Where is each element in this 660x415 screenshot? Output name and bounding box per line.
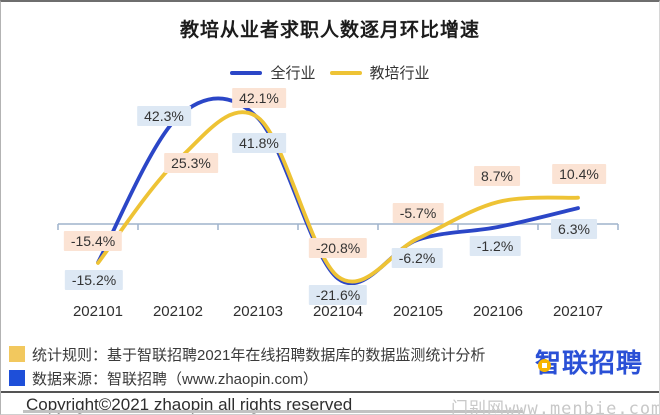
data-label-教培行业-202103: 42.1% xyxy=(232,88,286,108)
zhaopin-logo: 智联招聘 xyxy=(535,343,643,379)
copyright-text: Copyright©2021 zhaopin all rights reserv… xyxy=(26,395,353,414)
data-label-教培行业-202104: -20.8% xyxy=(308,238,368,258)
data-label-教培行业-202105: -5.7% xyxy=(392,203,444,223)
legend-swatch-0 xyxy=(230,70,263,75)
x-tick-label-202103: 202103 xyxy=(232,303,284,320)
data-label-全行业-202104: -21.6% xyxy=(308,285,368,305)
x-tick-label-202102: 202102 xyxy=(152,303,204,320)
x-tick-label-202107: 202107 xyxy=(552,303,604,320)
logo-yellow-dot-icon xyxy=(537,359,551,372)
data-label-全行业-202102: 42.3% xyxy=(137,106,191,126)
yellow-square-bullet xyxy=(9,346,25,362)
x-tick-label-202101: 202101 xyxy=(72,303,124,320)
legend: 全行业 教培行业 xyxy=(1,62,659,83)
data-label-全行业-202103: 41.8% xyxy=(232,133,286,153)
note-row-source: 数据来源：智联招聘（www.zhaopin.com） xyxy=(9,366,485,390)
note-text-rules: 统计规则：基于智联招聘2021年在线招聘数据库的数据监测统计分析 xyxy=(32,346,486,364)
logo-text: 智联招聘 xyxy=(534,348,643,378)
data-label-教培行业-202107: 10.4% xyxy=(552,164,606,184)
x-tick-label-202104: 202104 xyxy=(312,303,364,320)
data-label-全行业-202107: 6.3% xyxy=(551,219,597,239)
data-label-全行业-202106: -1.2% xyxy=(469,236,521,256)
footer-divider xyxy=(1,391,659,393)
blue-square-bullet xyxy=(9,370,25,386)
watermark-text: 门别网www.menbie.com xyxy=(451,399,660,415)
legend-item-0: 全行业 xyxy=(230,62,316,83)
legend-label-1: 教培行业 xyxy=(369,65,430,82)
data-label-全行业-202105: -6.2% xyxy=(391,248,443,268)
note-text-source: 数据来源：智联招聘（www.zhaopin.com） xyxy=(32,370,318,388)
data-label-全行业-202101: -15.2% xyxy=(64,270,124,290)
x-axis-labels: 202101 202102 202103 202104 202105 202106 2021… xyxy=(1,303,659,321)
legend-swatch-1 xyxy=(329,70,362,75)
note-row-rules: 统计规则：基于智联招聘2021年在线招聘数据库的数据监测统计分析 xyxy=(9,342,485,366)
legend-label-0: 全行业 xyxy=(270,65,316,82)
data-label-教培行业-202101: -15.4% xyxy=(63,231,123,251)
x-tick-label-202105: 202105 xyxy=(392,303,444,320)
x-tick-label-202106: 202106 xyxy=(472,303,524,320)
footnotes: 统计规则：基于智联招聘2021年在线招聘数据库的数据监测统计分析 数据来源：智联… xyxy=(9,342,485,390)
legend-item-1: 教培行业 xyxy=(329,62,430,83)
chart-title: 教培从业者求职人数逐月环比增速 xyxy=(179,20,480,41)
data-label-教培行业-202102: 25.3% xyxy=(164,153,218,173)
footer-underline xyxy=(23,410,523,413)
data-label-教培行业-202106: 8.7% xyxy=(474,166,520,186)
